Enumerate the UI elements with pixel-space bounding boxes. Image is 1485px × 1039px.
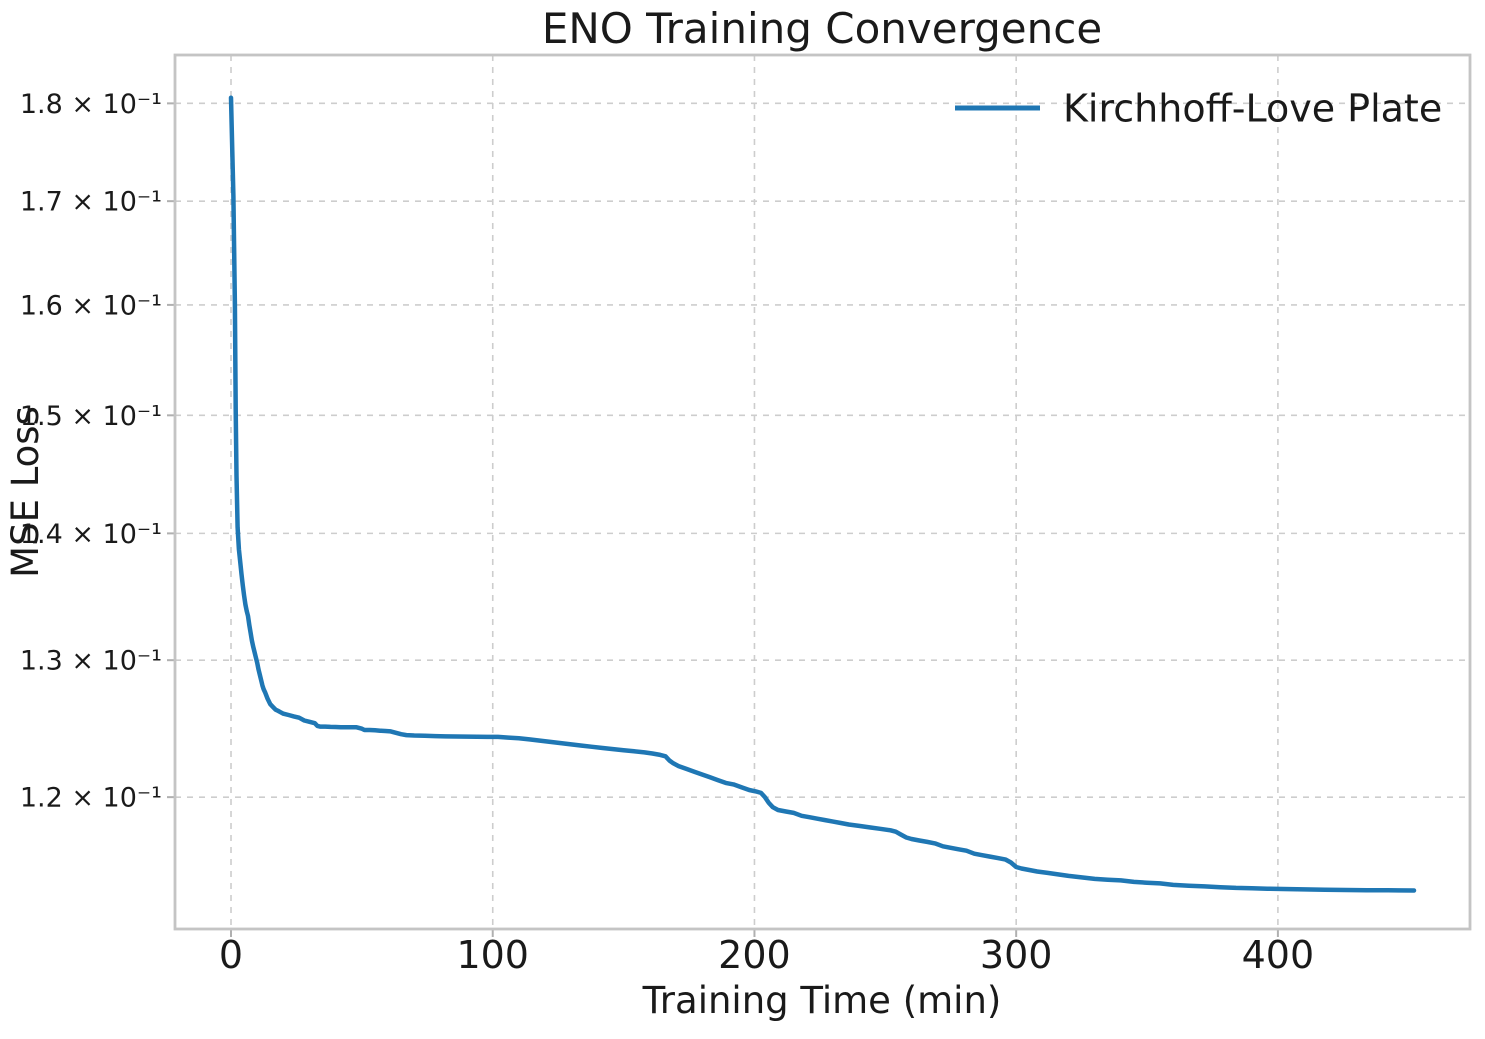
chart-title: ENO Training Convergence	[542, 4, 1102, 53]
series-layer	[228, 95, 1417, 893]
series-line-kirchhoff-love-plate	[228, 95, 1417, 893]
x-tick-label: 200	[718, 933, 791, 977]
x-tick-label: 400	[1242, 933, 1315, 977]
grid-layer	[175, 55, 1470, 929]
x-axis-label: Training Time (min)	[642, 979, 1002, 1022]
plot-border	[173, 53, 1472, 931]
y-tick-label: 1.8 × 10⁻¹	[20, 89, 162, 120]
x-tick-label: 0	[219, 933, 243, 977]
y-tick-label: 1.2 × 10⁻¹	[20, 783, 162, 814]
legend: Kirchhoff-Love Plate	[955, 86, 1442, 130]
x-tick-label: 300	[980, 933, 1053, 977]
y-axis-label: MSE Loss	[4, 406, 47, 578]
tick-layer	[167, 102, 1279, 937]
x-tick-label: 100	[456, 933, 529, 977]
y-tick-label: 1.4 × 10⁻¹	[20, 519, 162, 550]
legend-label: Kirchhoff-Love Plate	[1063, 86, 1442, 130]
y-tick-label: 1.5 × 10⁻¹	[20, 401, 162, 432]
y-tick-label: 1.3 × 10⁻¹	[20, 646, 162, 677]
y-tick-label: 1.6 × 10⁻¹	[20, 290, 162, 321]
tick-label-layer: 0 100 200 300 400 1.8 × 10⁻¹ 1.7 × 10⁻¹ 1.6 × 1…	[20, 89, 1314, 977]
y-tick-label: 1.7 × 10⁻¹	[20, 187, 162, 218]
